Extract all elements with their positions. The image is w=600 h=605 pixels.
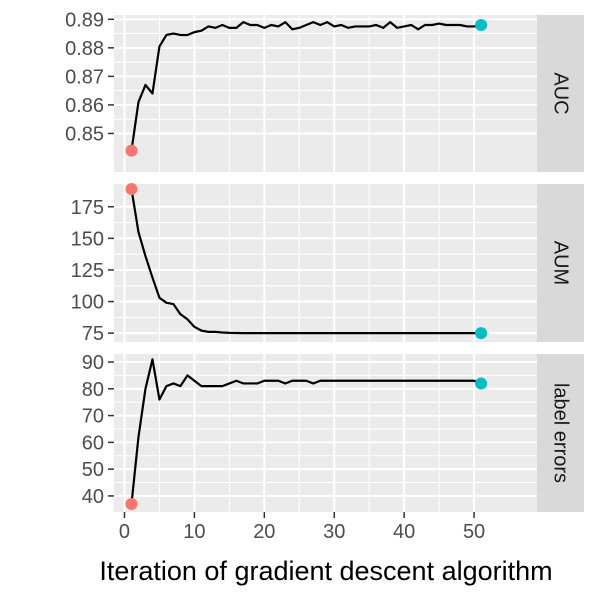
x-tick-label: 10 [183,521,205,543]
y-tick-label: 100 [71,292,104,314]
x-tick-label: 20 [253,521,275,543]
facet-strip [537,184,584,342]
y-tick-label: 0.88 [65,38,104,60]
y-tick-label: 0.85 [65,123,104,145]
facet-panel: 40 50 60 70 80 90 label errors [82,352,584,512]
facet-strip [537,354,584,512]
facet-panel: 75 100 125 150 175 AUM [71,183,584,345]
x-tick-label: 30 [323,521,345,543]
series-line [130,21,482,151]
facet-strip-label: label errors [550,383,572,483]
end-point [475,377,488,390]
y-tick-label: 40 [82,486,104,508]
end-point [475,327,488,340]
panel-background [114,15,537,172]
x-tick-label: 40 [393,521,415,543]
y-tick-label: 125 [71,260,104,282]
series-line [130,358,482,505]
start-point [125,497,138,510]
y-tick-label: 90 [82,352,104,374]
facet-panels: 0.85 0.86 0.87 0.88 0.89 AUC 75 100 125 150 175 AUM… [65,9,584,512]
y-tick-label: 75 [82,323,104,345]
y-tick-label: 0.86 [65,95,104,117]
x-tick-label: 0 [119,521,130,543]
x-tick-label: 50 [463,521,485,543]
facet-strip [537,15,584,172]
y-tick-label: 70 [82,406,104,428]
x-axis: 0 10 20 30 40 50 [119,512,485,543]
facet-strip-label: AUC [550,72,572,114]
y-tick-label: 150 [71,228,104,250]
y-tick-label: 0.89 [65,9,104,31]
y-tick-label: 60 [82,432,104,454]
start-point [125,144,138,157]
y-tick-label: 175 [71,197,104,219]
panel-background [114,184,537,342]
start-point [125,183,138,196]
series-line [130,188,482,335]
end-point [475,18,488,31]
x-axis-label: Iteration of gradient descent algorithm [99,556,552,586]
facet-panel: 0.85 0.86 0.87 0.88 0.89 AUC [65,9,584,172]
y-tick-label: 0.87 [65,66,104,88]
facet-strip-label: AUM [550,241,572,285]
y-tick-label: 80 [82,379,104,401]
y-tick-label: 50 [82,459,104,481]
